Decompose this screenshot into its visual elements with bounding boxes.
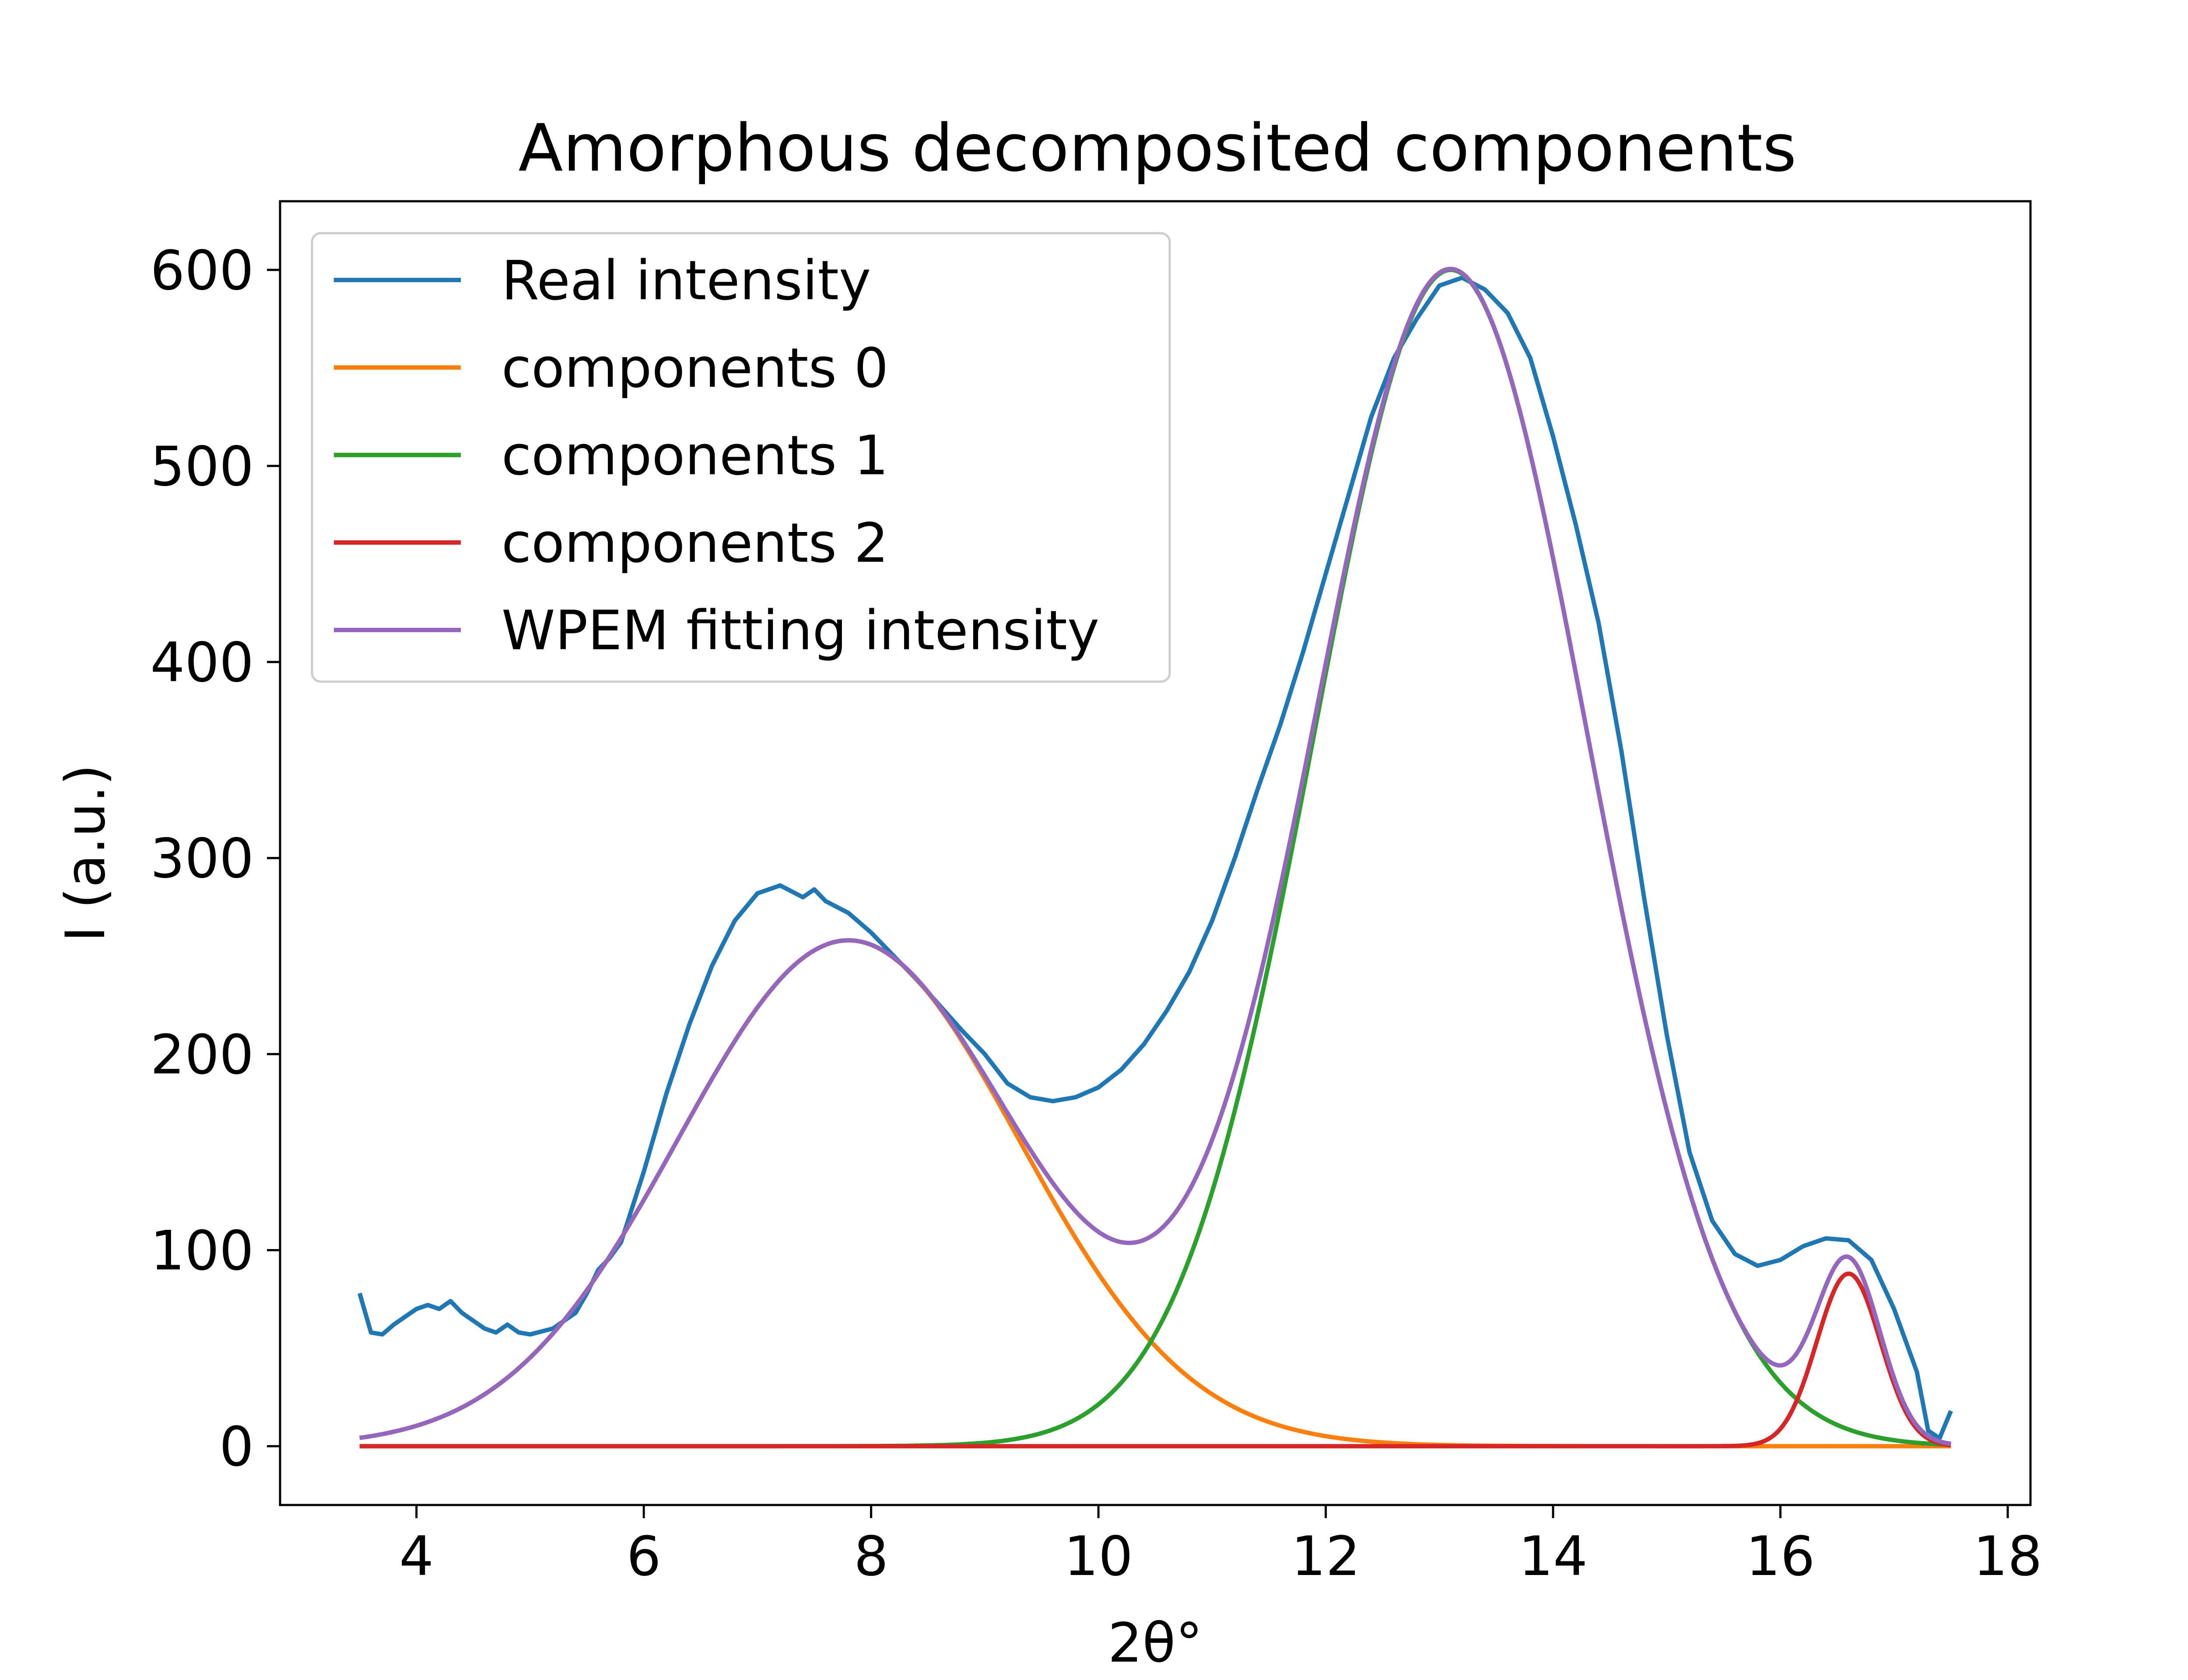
x-tick-label: 6 (627, 1525, 661, 1588)
legend-label-wpem-fitting-intensity: WPEM fitting intensity (501, 599, 1099, 662)
y-axis: 0 100 200 300 400 500 600 (150, 239, 280, 1479)
legend: Real intensity components 0 components 1 co… (311, 232, 1171, 683)
x-tick-label: 14 (1518, 1525, 1588, 1588)
x-axis: 4 6 8 10 12 14 16 18 (399, 1505, 2042, 1588)
legend-label-components-2: components 2 (501, 512, 888, 575)
x-tick-label: 12 (1291, 1525, 1360, 1588)
x-axis-label: 2θ° (1108, 1612, 1203, 1675)
series-line-real-intensity (357, 275, 1953, 1441)
y-tick-label: 400 (150, 631, 254, 694)
x-tick-label: 18 (1973, 1525, 2042, 1588)
y-tick-label: 300 (150, 827, 254, 890)
x-tick-label: 8 (854, 1525, 888, 1588)
x-tick-label: 4 (399, 1525, 434, 1588)
legend-box (311, 232, 1171, 683)
legend-label-components-1: components 1 (501, 424, 888, 487)
y-tick-label: 100 (150, 1219, 254, 1282)
y-tick-label: 500 (150, 435, 254, 498)
y-axis-label: I (a.u.) (54, 764, 117, 942)
x-tick-label: 16 (1746, 1525, 1815, 1588)
legend-label-components-0: components 0 (501, 337, 888, 400)
y-tick-label: 600 (150, 239, 254, 302)
plot-frame (279, 200, 2032, 1506)
y-tick-label: 200 (150, 1023, 254, 1086)
legend-label-real-intensity: Real intensity (501, 249, 871, 312)
series-line-components-2 (359, 1271, 1951, 1449)
series-layer (357, 266, 1953, 1449)
x-tick-label: 10 (1064, 1525, 1133, 1588)
chart-title: Amorphous decomposited components (519, 111, 1797, 186)
y-tick-label: 0 (219, 1416, 254, 1479)
series-line-wpem-fitting-intensity (359, 266, 1951, 1446)
